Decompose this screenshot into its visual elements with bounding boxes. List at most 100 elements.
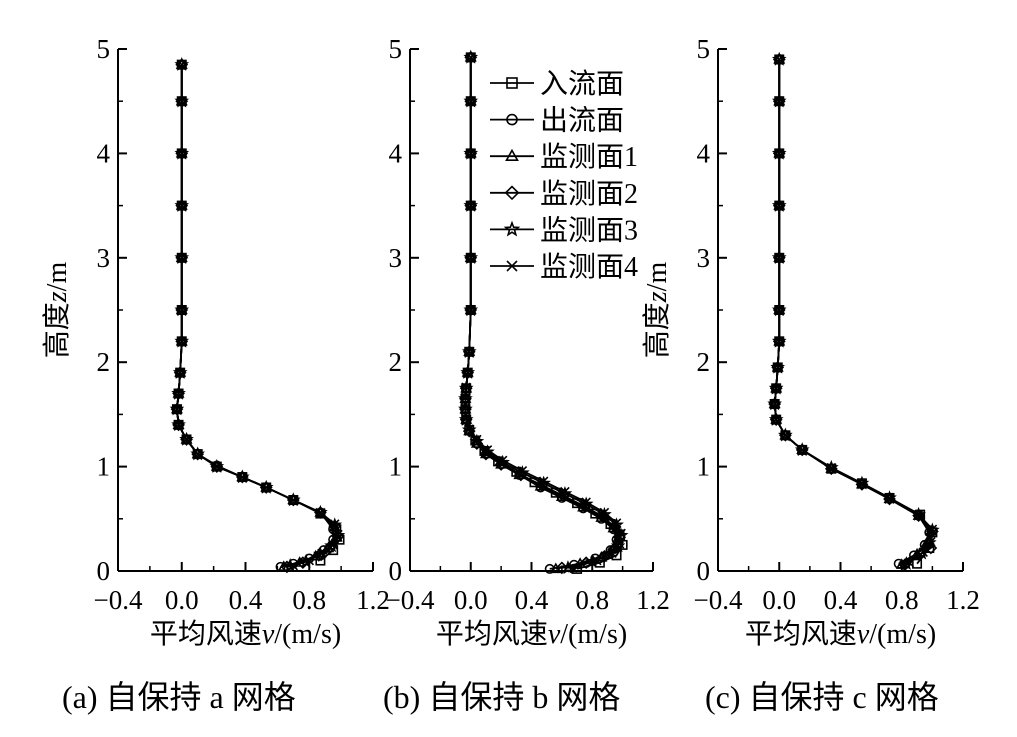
data-point	[460, 392, 471, 403]
data-point	[560, 486, 570, 497]
data-point	[327, 517, 343, 532]
data-point	[495, 454, 510, 469]
data-point	[597, 506, 612, 521]
data-point	[774, 96, 785, 106]
y-tick-label: 0	[697, 556, 711, 586]
x-axis-label: 平均风速v/(m/s)	[745, 618, 936, 650]
data-point	[180, 432, 193, 444]
x-tick-label: −0.4	[694, 585, 743, 615]
x-axis-label-variable: v	[857, 619, 870, 650]
y-axis-label-text: 高度	[641, 302, 673, 358]
data-point	[324, 538, 339, 553]
data-point	[465, 52, 476, 63]
data-point	[315, 507, 326, 518]
data-point	[461, 382, 471, 393]
legend-marker	[505, 148, 519, 161]
series-line	[773, 59, 934, 566]
data-point	[914, 545, 929, 560]
data-point	[465, 253, 476, 263]
data-point	[592, 555, 602, 566]
x-tick-label: 0.4	[515, 585, 549, 615]
legend-label: 入流面	[540, 68, 624, 100]
data-point	[579, 556, 593, 570]
legend-label: 监测面1	[540, 141, 638, 173]
x-tick-label: 1.2	[946, 585, 980, 615]
x-tick-label: −0.4	[386, 585, 435, 615]
data-point	[176, 59, 187, 70]
data-point	[797, 445, 807, 455]
series-line	[176, 64, 338, 568]
y-tick-label: 0	[97, 556, 111, 586]
data-point	[913, 509, 924, 520]
data-point	[465, 148, 476, 159]
y-tick-label: 2	[97, 347, 111, 377]
y-axis-label-text: /m	[42, 262, 73, 292]
series-line	[773, 59, 934, 565]
data-point	[460, 403, 471, 413]
data-point	[464, 424, 474, 434]
data-point	[774, 200, 785, 211]
data-point	[780, 430, 791, 441]
data-point	[794, 442, 810, 457]
data-point	[778, 427, 793, 442]
legend-item: 监测面2	[490, 178, 638, 210]
x-tick-label: 1.2	[636, 585, 670, 615]
data-point	[616, 528, 626, 539]
caption-c: (c) 自保持 c 网格	[705, 679, 939, 715]
data-point	[465, 200, 476, 211]
data-point	[176, 253, 187, 263]
series-5	[169, 56, 346, 573]
data-point	[172, 404, 182, 414]
data-point	[465, 96, 476, 106]
series-line	[176, 64, 339, 567]
data-point	[796, 443, 809, 455]
y-tick-label: 4	[697, 138, 711, 168]
series-line	[773, 59, 934, 565]
y-tick-label: 3	[97, 243, 111, 273]
x-axis-label-variable: v	[262, 619, 275, 650]
data-point	[317, 548, 327, 559]
legend-item: 监测面1	[490, 141, 638, 173]
data-point	[469, 433, 485, 448]
series-2	[769, 54, 935, 569]
x-axis-label-text: 平均风速	[150, 618, 262, 650]
series-6	[172, 59, 343, 571]
data-point	[181, 434, 192, 445]
data-point	[288, 561, 299, 571]
series-line	[176, 64, 341, 562]
x-tick-label: 0.0	[762, 585, 796, 615]
data-point	[567, 563, 578, 573]
data-point	[464, 346, 474, 357]
y-tick-label: 2	[389, 347, 403, 377]
data-point	[176, 200, 187, 211]
data-point	[462, 367, 473, 378]
data-point	[190, 446, 206, 461]
y-tick-label: 5	[697, 34, 711, 64]
series-4	[170, 58, 345, 574]
legend-marker	[504, 185, 520, 201]
data-point	[304, 555, 315, 566]
y-axis-label-text: /m	[642, 262, 673, 292]
data-point	[176, 305, 187, 315]
x-axis-label-text: /(m/s)	[274, 619, 341, 650]
data-point	[191, 447, 204, 459]
data-point	[536, 475, 551, 490]
legend-marker	[503, 220, 521, 237]
x-axis-label: 平均风速v/(m/s)	[150, 618, 341, 650]
data-point	[482, 445, 493, 455]
data-point	[774, 148, 785, 159]
y-tick-label: 0	[389, 556, 403, 586]
data-point	[912, 558, 923, 569]
series-3	[768, 52, 937, 569]
y-tick-label: 5	[97, 34, 111, 64]
series-6	[769, 54, 938, 568]
y-tick-label: 4	[389, 138, 403, 168]
data-point	[517, 466, 528, 476]
data-point	[774, 336, 785, 347]
legend-item: 监测面3	[490, 214, 638, 246]
data-point	[904, 557, 915, 568]
x-tick-label: 0.8	[885, 585, 919, 615]
data-point	[179, 431, 194, 446]
y-axis-label: 高度z/m	[641, 262, 673, 359]
data-point	[328, 540, 338, 550]
